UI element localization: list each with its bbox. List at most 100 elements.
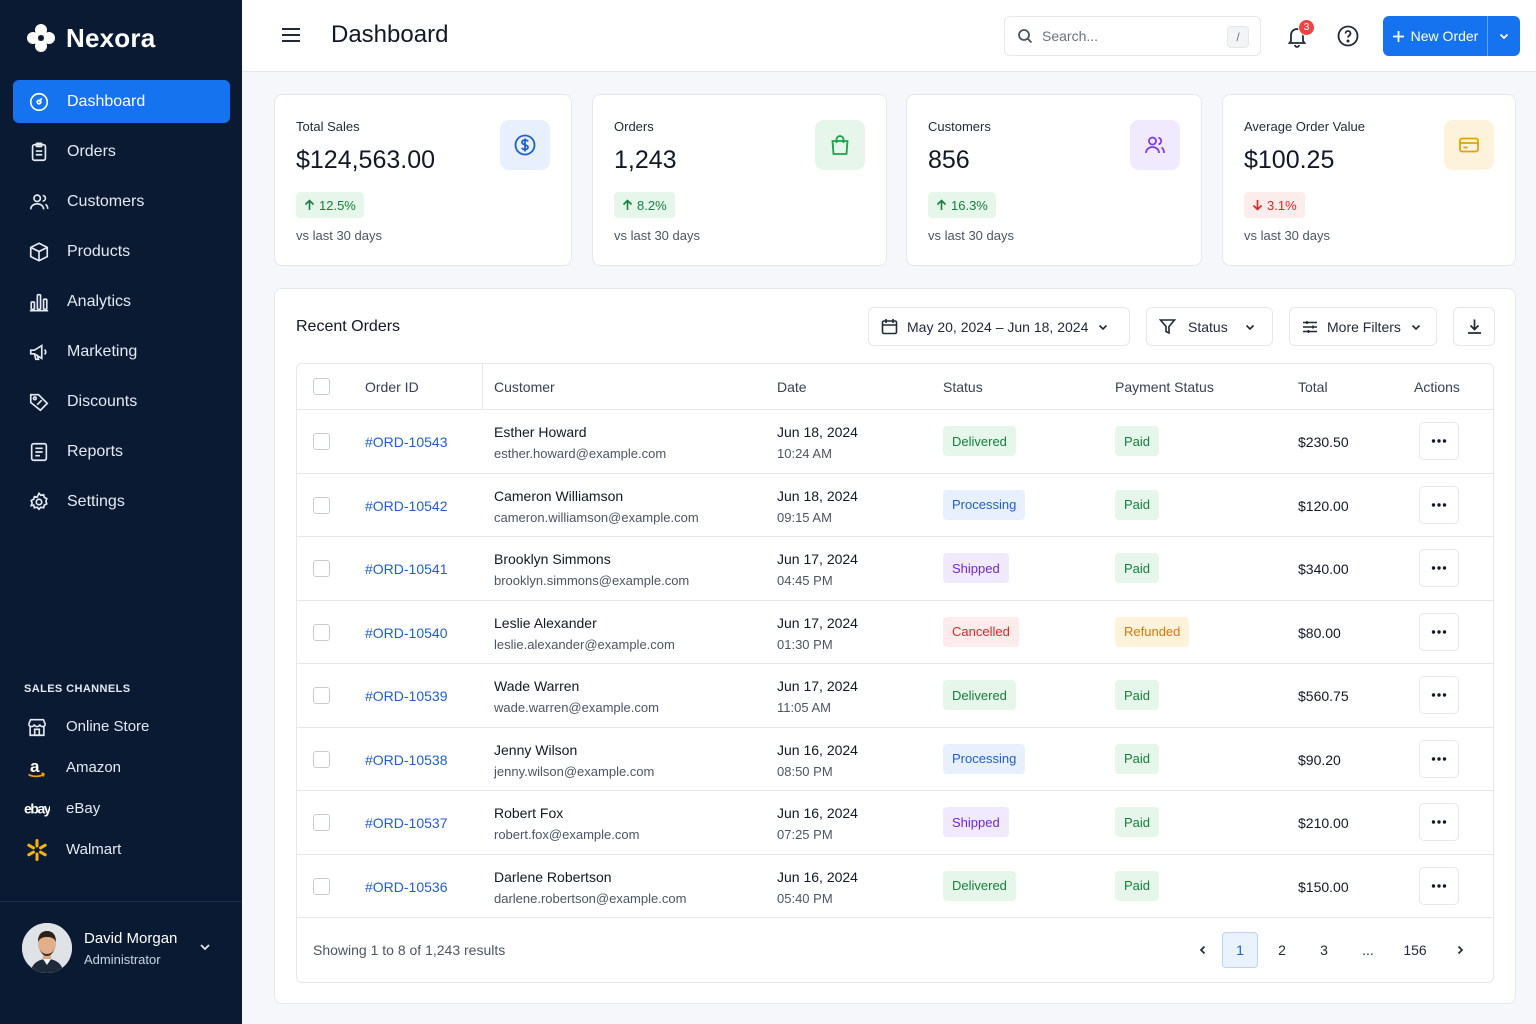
new-order-button[interactable]: New Order: [1383, 16, 1520, 56]
order-id-link[interactable]: #ORD-10542: [365, 497, 448, 514]
chevron-down-icon: [1410, 321, 1422, 333]
order-id-link[interactable]: #ORD-10543: [365, 434, 448, 450]
customer-email: darlene.robertson@example.com: [494, 890, 687, 906]
row-actions-button[interactable]: [1419, 422, 1459, 460]
select-all-checkbox[interactable]: [313, 378, 330, 395]
search-input[interactable]: [1042, 28, 1212, 44]
row-checkbox[interactable]: [313, 877, 330, 895]
user-menu[interactable]: David Morgan Administrator: [22, 922, 222, 974]
amazon-icon: a: [24, 755, 50, 781]
column-header[interactable]: Date: [777, 379, 807, 395]
brand[interactable]: Nexora: [26, 20, 155, 56]
menu-icon[interactable]: [280, 24, 302, 46]
recent-orders-panel: Recent Orders May 20, 2024 – Jun 18, 202…: [274, 288, 1516, 1004]
order-date: Jun 16, 2024: [777, 805, 858, 821]
nav-item-products[interactable]: Products: [13, 230, 230, 273]
row-actions-button[interactable]: [1419, 676, 1459, 714]
box-icon: [27, 240, 51, 264]
nav-item-dashboard[interactable]: Dashboard: [13, 80, 230, 123]
column-divider: [482, 364, 483, 410]
order-id-link[interactable]: #ORD-10536: [365, 878, 448, 895]
channel-ebay[interactable]: ebay eBay: [24, 788, 230, 829]
date-range-picker[interactable]: May 20, 2024 – Jun 18, 2024: [868, 307, 1130, 346]
stat-value: 856: [928, 146, 970, 174]
order-id-link[interactable]: #ORD-10540: [365, 624, 448, 641]
status-badge: Delivered: [943, 426, 1016, 456]
order-id-link[interactable]: #ORD-10539: [365, 688, 448, 704]
sales-channels: Online Store a Amazon ebay eBay Walmart: [24, 706, 230, 870]
column-header[interactable]: Status: [943, 379, 983, 395]
dollar-icon: [500, 120, 550, 170]
main-nav: Dashboard Orders Customers Products Anal…: [13, 80, 230, 530]
next-page-icon[interactable]: [1442, 932, 1478, 968]
order-total: $80.00: [1298, 624, 1341, 641]
row-actions-button[interactable]: [1419, 866, 1459, 905]
row-checkbox[interactable]: [313, 687, 330, 704]
nav-item-discounts[interactable]: Discounts: [13, 380, 230, 423]
stat-value: 1,243: [614, 146, 677, 174]
nav-item-marketing[interactable]: Marketing: [13, 330, 230, 373]
plus-icon: [1392, 30, 1405, 43]
column-header[interactable]: Customer: [494, 379, 555, 395]
download-button[interactable]: [1453, 307, 1495, 346]
row-actions-button[interactable]: [1419, 803, 1459, 841]
channel-amazon[interactable]: a Amazon: [24, 747, 230, 788]
order-time: 07:25 PM: [777, 827, 833, 842]
stat-sub: vs last 30 days: [614, 228, 700, 243]
new-order-dropdown[interactable]: [1487, 16, 1520, 56]
stat-delta-value: 16.3%: [951, 197, 988, 213]
payment-status-badge: Paid: [1115, 426, 1160, 456]
channel-label: eBay: [66, 800, 101, 817]
nav-label: Settings: [67, 492, 125, 510]
prev-page-icon[interactable]: [1185, 932, 1221, 968]
order-id-link[interactable]: #ORD-10537: [365, 815, 448, 831]
channel-walmart[interactable]: Walmart: [24, 829, 230, 870]
row-actions-button[interactable]: [1419, 549, 1459, 587]
page-button[interactable]: 156: [1403, 942, 1427, 958]
table-row: #ORD-10542 Cameron Williamson cameron.will…: [297, 474, 1493, 537]
chevron-down-icon: [1097, 321, 1109, 333]
row-checkbox[interactable]: [313, 623, 330, 641]
nav-item-reports[interactable]: Reports: [13, 430, 230, 473]
more-filters-button[interactable]: More Filters: [1289, 307, 1437, 346]
svg-text:a: a: [30, 757, 40, 776]
page-title: Dashboard: [331, 21, 449, 48]
filter-icon: [1159, 318, 1176, 335]
channel-online-store[interactable]: Online Store: [24, 706, 230, 747]
row-checkbox[interactable]: [313, 814, 330, 831]
more-horizontal-icon: [1431, 820, 1447, 824]
nav-item-orders[interactable]: Orders: [13, 130, 230, 173]
nav-item-analytics[interactable]: Analytics: [13, 280, 230, 323]
new-order-main[interactable]: New Order: [1383, 16, 1487, 56]
column-header[interactable]: Order ID: [365, 379, 419, 395]
nav-item-settings[interactable]: Settings: [13, 480, 230, 523]
search-shortcut-hint: /: [1227, 26, 1249, 48]
page-button[interactable]: 3: [1320, 942, 1328, 958]
nav-label: Products: [67, 242, 131, 260]
calendar-icon: [881, 318, 898, 335]
row-actions-button[interactable]: [1419, 485, 1459, 524]
row-checkbox[interactable]: [313, 433, 330, 450]
row-checkbox[interactable]: [313, 496, 330, 514]
status-filter[interactable]: Status: [1146, 307, 1273, 346]
page-button[interactable]: 1: [1222, 932, 1258, 968]
order-total: $150.00: [1298, 878, 1349, 895]
status-badge: Delivered: [943, 680, 1016, 710]
megaphone-icon: [27, 340, 51, 364]
status-badge: Processing: [943, 489, 1026, 520]
row-actions-button[interactable]: [1419, 739, 1459, 778]
store-icon: [24, 714, 50, 740]
help-icon[interactable]: [1336, 24, 1360, 48]
order-id-link[interactable]: #ORD-10541: [365, 561, 448, 577]
order-id-link[interactable]: #ORD-10538: [365, 751, 448, 768]
top-bar: Dashboard / 3 New Order: [242, 0, 1536, 72]
ebay-icon: ebay: [24, 796, 50, 822]
row-checkbox[interactable]: [313, 750, 330, 768]
row-checkbox[interactable]: [313, 560, 330, 577]
column-header[interactable]: Total: [1298, 379, 1328, 395]
nav-item-customers[interactable]: Customers: [13, 180, 230, 223]
column-header[interactable]: Payment Status: [1115, 379, 1214, 395]
page-button[interactable]: 2: [1278, 942, 1286, 958]
order-date: Jun 18, 2024: [777, 424, 858, 440]
row-actions-button[interactable]: [1419, 612, 1459, 651]
